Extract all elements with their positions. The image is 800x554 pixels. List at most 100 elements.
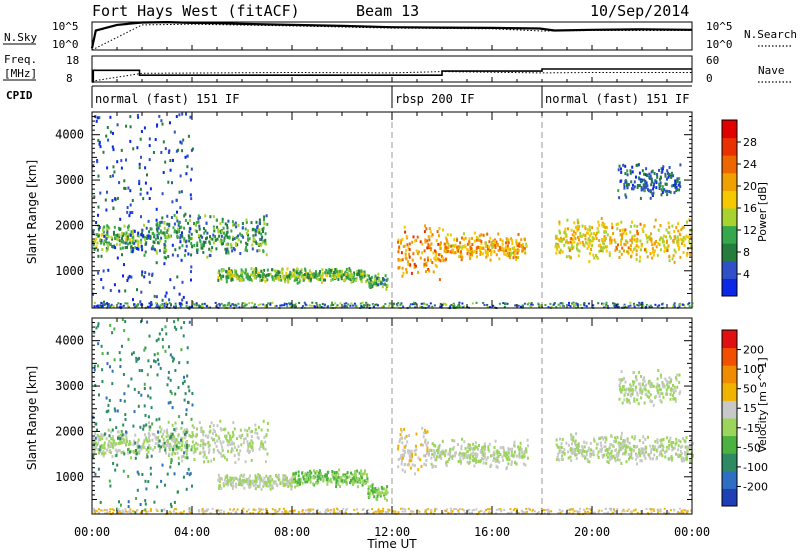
heatmap-cell xyxy=(437,455,440,459)
heatmap-cell xyxy=(285,480,288,484)
heatmap-cell xyxy=(175,149,178,153)
heatmap-cell xyxy=(471,243,474,246)
heatmap-cell xyxy=(249,430,252,434)
heatmap-cell xyxy=(652,447,654,451)
heatmap-cell xyxy=(315,274,318,278)
heatmap-cell xyxy=(666,239,668,243)
heatmap-cell xyxy=(158,114,161,118)
heatmap-cell xyxy=(100,240,103,244)
heatmap-cell xyxy=(300,273,303,277)
heatmap-cell xyxy=(601,249,604,253)
heatmap-cell xyxy=(278,478,281,482)
heatmap-cell xyxy=(354,470,357,474)
heatmap-cell xyxy=(124,246,127,250)
heatmap-cell xyxy=(429,302,432,305)
heatmap-cell xyxy=(251,243,254,247)
heatmap-cell xyxy=(118,243,121,247)
heatmap-cell xyxy=(489,258,492,262)
heatmap-cell xyxy=(638,177,641,181)
heatmap-cell xyxy=(436,230,439,234)
heatmap-cell xyxy=(348,273,351,277)
heatmap-cell xyxy=(215,247,218,251)
heatmap-cell xyxy=(98,140,101,144)
heatmap-cell xyxy=(525,242,528,246)
heatmap-cell xyxy=(345,476,348,480)
heatmap-cell xyxy=(469,456,472,460)
heatmap-cell xyxy=(559,447,562,451)
heatmap-cell xyxy=(110,430,113,434)
heatmap-cell xyxy=(250,221,253,225)
heatmap-cell xyxy=(234,303,237,306)
heatmap-cell xyxy=(164,256,167,260)
heatmap-cell xyxy=(642,435,645,439)
heatmap-cell xyxy=(92,415,95,419)
heatmap-cell xyxy=(576,248,579,252)
heatmap-cell xyxy=(624,449,627,452)
heatmap-cell xyxy=(141,445,144,449)
heatmap-cell xyxy=(106,190,108,194)
heatmap-cell xyxy=(560,450,563,454)
heatmap-cell xyxy=(318,475,321,479)
heatmap-cell xyxy=(505,241,507,245)
heatmap-cell xyxy=(200,426,203,430)
heatmap-cell xyxy=(96,304,99,307)
heatmap-cell xyxy=(185,487,188,491)
heatmap-cell xyxy=(466,460,469,464)
heatmap-cell xyxy=(609,241,612,245)
heatmap-cell xyxy=(120,240,123,244)
heatmap-cell xyxy=(417,270,420,274)
heatmap-cell xyxy=(225,482,228,486)
heatmap-cell xyxy=(637,382,640,386)
heatmap-cell xyxy=(608,253,611,257)
heatmap-cell xyxy=(409,263,412,267)
heatmap-cell xyxy=(432,452,435,456)
heatmap-cell xyxy=(615,247,618,251)
heatmap-cell xyxy=(111,444,114,448)
heatmap-cell xyxy=(604,226,607,229)
heatmap-cell xyxy=(296,483,299,487)
heatmap-cell xyxy=(153,445,156,449)
heatmap-cell xyxy=(106,230,109,234)
heatmap-cell xyxy=(675,441,678,445)
heatmap-cell xyxy=(233,223,236,227)
heatmap-cell xyxy=(245,218,248,222)
heatmap-cell xyxy=(153,353,156,357)
heatmap-cell xyxy=(381,306,384,308)
heatmap-cell xyxy=(339,479,342,483)
heatmap-cell xyxy=(632,187,635,191)
heatmap-cell xyxy=(251,247,254,251)
heatmap-cell xyxy=(166,383,169,387)
heatmap-cell xyxy=(373,490,376,494)
heatmap-cell xyxy=(505,467,508,471)
heatmap-cell xyxy=(229,442,232,446)
heatmap-cell xyxy=(107,245,109,249)
heatmap-cell xyxy=(134,456,137,460)
heatmap-cell xyxy=(206,305,208,308)
heatmap-cell xyxy=(434,451,437,455)
heatmap-cell xyxy=(180,348,183,352)
cpid-segment-label: normal (fast) 151 IF xyxy=(545,92,690,106)
heatmap-cell xyxy=(182,334,185,338)
heatmap-cell xyxy=(218,304,221,306)
heatmap-cell xyxy=(165,248,168,252)
heatmap-cell xyxy=(667,172,670,176)
heatmap-cell xyxy=(648,172,651,176)
heatmap-cell xyxy=(434,465,437,468)
heatmap-cell xyxy=(162,305,165,307)
heatmap-cell xyxy=(663,244,666,248)
heatmap-cell xyxy=(608,251,611,255)
heatmap-cell xyxy=(572,439,575,443)
heatmap-cell xyxy=(402,271,405,275)
heatmap-cell xyxy=(650,183,653,187)
heatmap-cell xyxy=(504,453,507,457)
nsearch-label: N.Search xyxy=(744,28,797,41)
heatmap-cell xyxy=(515,462,518,466)
heatmap-cell xyxy=(224,234,227,238)
heatmap-cell xyxy=(424,240,427,244)
heatmap-cell xyxy=(336,270,339,274)
heatmap-cell xyxy=(572,245,575,249)
heatmap-cell xyxy=(241,226,244,230)
heatmap-cell xyxy=(109,304,112,307)
heatmap-cell xyxy=(124,241,127,245)
heatmap-cell xyxy=(145,236,148,240)
